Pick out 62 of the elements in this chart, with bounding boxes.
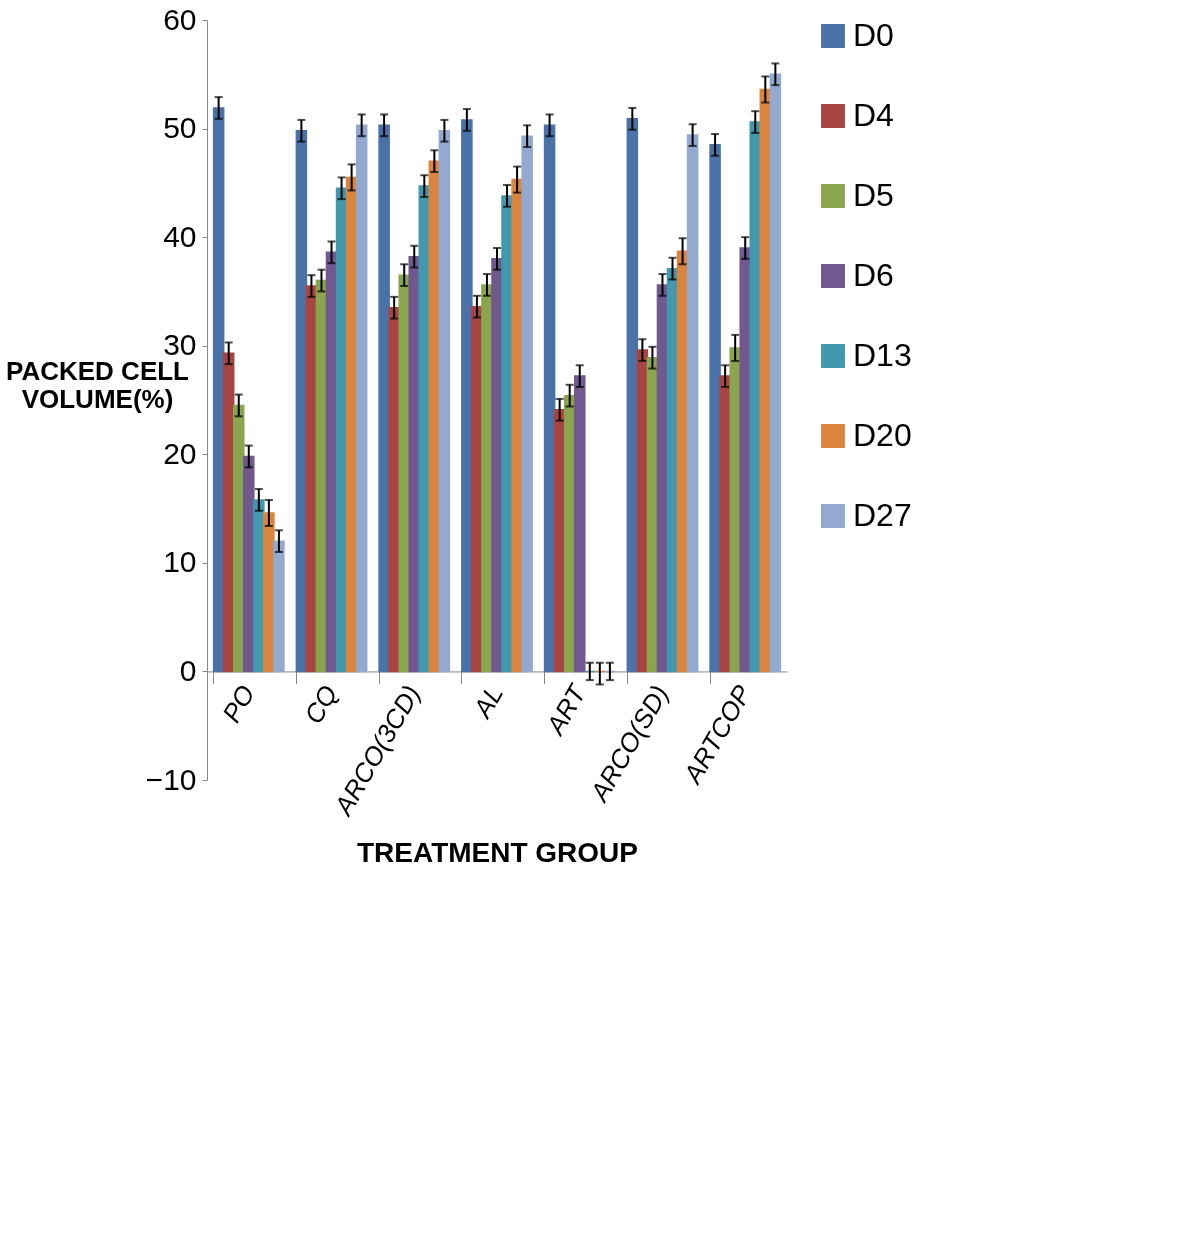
- bar: [573, 375, 586, 673]
- bar: [739, 247, 751, 673]
- bar: [769, 73, 782, 673]
- bar: [388, 306, 400, 673]
- x-tick-label: PO: [216, 679, 261, 728]
- bar: [408, 255, 421, 673]
- bar: [666, 267, 679, 673]
- legend-label: D20: [853, 417, 912, 453]
- bar: [295, 129, 308, 673]
- bar: [521, 135, 533, 673]
- bar: [626, 118, 639, 673]
- bar: [305, 285, 318, 673]
- bar: [273, 540, 285, 673]
- bar: [656, 284, 669, 673]
- y-tick-label: 20: [163, 436, 197, 470]
- bar: [461, 119, 473, 673]
- bar: [418, 185, 431, 673]
- y-tick-label: 60: [163, 2, 197, 36]
- bar: [481, 284, 493, 673]
- bar: [398, 274, 410, 673]
- bar: [222, 352, 235, 673]
- bar: [325, 251, 338, 673]
- y-tick-label: 40: [163, 219, 197, 253]
- bar: [471, 305, 483, 673]
- bar: [686, 134, 699, 673]
- x-tick-label: AL: [466, 679, 510, 725]
- y-tick-label: 50: [163, 111, 197, 145]
- bar: [345, 176, 358, 673]
- bar: [315, 279, 328, 673]
- x-tick-label: CQ: [298, 679, 344, 729]
- bar: [378, 124, 390, 673]
- legend-label: D0: [853, 17, 894, 53]
- bar: [212, 107, 225, 673]
- bar: [335, 187, 348, 673]
- bar: [511, 178, 523, 673]
- bar: [501, 195, 513, 673]
- bar: [719, 375, 731, 673]
- bar: [243, 455, 255, 673]
- bar: [491, 258, 503, 673]
- bar: [232, 404, 245, 673]
- bar: [428, 160, 441, 673]
- bar: [263, 512, 275, 673]
- bar: [676, 250, 689, 673]
- y-tick-label: −10: [145, 762, 197, 796]
- bar: [636, 349, 649, 673]
- bar: [759, 88, 772, 673]
- y-tick-label: 10: [163, 545, 197, 579]
- legend-label: D27: [853, 497, 912, 533]
- bar: [543, 124, 556, 673]
- y-tick-label: 0: [179, 653, 197, 687]
- x-axis-title: TREATMENT GROUP: [356, 836, 639, 868]
- bar: [749, 121, 762, 673]
- bar: [729, 347, 741, 673]
- legend-label: D5: [853, 177, 894, 213]
- legend-label: D6: [853, 257, 894, 293]
- bar: [709, 144, 721, 673]
- legend-label: D13: [853, 337, 912, 373]
- bar: [355, 124, 368, 673]
- bar: [646, 356, 659, 673]
- bar: [438, 129, 451, 673]
- legend-label: D4: [853, 97, 894, 133]
- bar: [253, 499, 265, 673]
